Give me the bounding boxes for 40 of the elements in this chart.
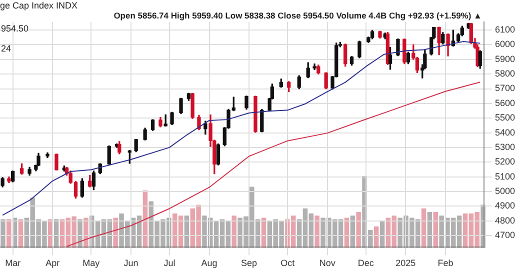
x-tick-label: Jul — [164, 258, 176, 268]
annotation: 24 — [1, 43, 12, 54]
bar — [356, 212, 361, 248]
y-tick-label: 4700 — [494, 230, 516, 240]
y-tick-label: 5700 — [494, 83, 516, 94]
x-tick-label: Oct — [280, 258, 296, 268]
chart-title: ge Cap Index INDX — [0, 0, 78, 10]
y-tick-label: 6000 — [494, 39, 516, 50]
bar — [84, 218, 88, 248]
x-tick-label: Dec — [358, 258, 374, 268]
x-tick-label: Feb — [438, 258, 454, 268]
y-tick-label: 6100 — [494, 24, 516, 35]
y-tick-label: 5500 — [494, 112, 516, 123]
x-tick-label: Aug — [201, 258, 218, 268]
x-tick-label: 2025 — [396, 258, 416, 268]
y-tick-label: 5300 — [494, 142, 516, 152]
y-tick-label: 4800 — [494, 215, 516, 226]
bar — [232, 216, 236, 248]
bar — [113, 218, 118, 248]
bar — [78, 219, 82, 248]
y-tick-label: 5900 — [494, 54, 516, 64]
x-tick-label: Sep — [241, 258, 258, 268]
y-tick-label: 5600 — [494, 98, 516, 108]
x-tick-label: Jun — [124, 258, 138, 268]
y-tick-label: 5000 — [494, 186, 516, 196]
y-tick-label: 5100 — [494, 171, 516, 182]
bar — [314, 216, 320, 248]
bar — [439, 216, 444, 248]
y-tick-label: 5400 — [494, 127, 516, 138]
y-tick-label: 5200 — [494, 156, 516, 167]
y-tick-label: 4900 — [494, 200, 516, 211]
x-tick-label: May — [82, 258, 100, 268]
bar — [0, 219, 6, 248]
y-tick-label: 5800 — [494, 68, 516, 79]
x-tick-label: Apr — [46, 258, 60, 268]
annotation: 954.50 — [1, 23, 29, 34]
chart-subtitle: Open 5856.74 High 5959.40 Low 5838.38 Close 5954.50 Volume 4.4B Chg +92.93 (+1.59%) ▲ — [114, 10, 482, 20]
x-tick-label: Nov — [319, 258, 336, 268]
bar — [6, 219, 12, 248]
x-tick-label: Mar — [5, 258, 21, 268]
